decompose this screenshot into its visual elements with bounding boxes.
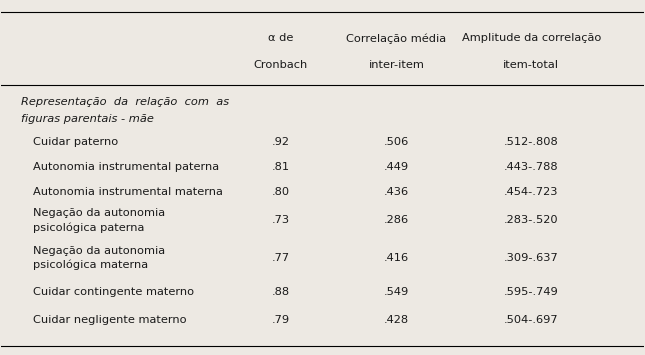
Text: .416: .416 xyxy=(384,253,409,263)
Text: .506: .506 xyxy=(384,137,409,147)
Text: .595-.749: .595-.749 xyxy=(504,287,559,297)
Text: .449: .449 xyxy=(384,162,409,172)
Text: .88: .88 xyxy=(272,287,290,297)
Text: .77: .77 xyxy=(272,253,290,263)
Text: psicológica materna: psicológica materna xyxy=(34,260,148,270)
Text: .512-.808: .512-.808 xyxy=(504,137,559,147)
Text: Amplitude da correlação: Amplitude da correlação xyxy=(462,33,601,43)
Text: .309-.637: .309-.637 xyxy=(504,253,559,263)
Text: psicológica paterna: psicológica paterna xyxy=(34,222,145,233)
Text: Cronbach: Cronbach xyxy=(253,60,308,70)
Text: .549: .549 xyxy=(384,287,409,297)
Text: Cuidar paterno: Cuidar paterno xyxy=(34,137,119,147)
Text: .443-.788: .443-.788 xyxy=(504,162,559,172)
Text: Correlação média: Correlação média xyxy=(346,33,446,44)
Text: Negação da autonomia: Negação da autonomia xyxy=(34,208,166,218)
Text: .283-.520: .283-.520 xyxy=(504,215,559,225)
Text: .428: .428 xyxy=(384,315,409,325)
Text: inter-item: inter-item xyxy=(368,60,424,70)
Text: Autonomia instrumental paterna: Autonomia instrumental paterna xyxy=(34,162,220,172)
Text: .80: .80 xyxy=(272,187,290,197)
Text: .73: .73 xyxy=(272,215,290,225)
Text: .81: .81 xyxy=(272,162,290,172)
Text: figuras parentais - mãe: figuras parentais - mãe xyxy=(21,114,154,124)
Text: Negação da autonomia: Negação da autonomia xyxy=(34,246,166,256)
Text: Autonomia instrumental materna: Autonomia instrumental materna xyxy=(34,187,223,197)
Text: α de: α de xyxy=(268,33,293,43)
Text: .79: .79 xyxy=(272,315,290,325)
Text: .286: .286 xyxy=(384,215,409,225)
Text: .436: .436 xyxy=(384,187,409,197)
Text: .454-.723: .454-.723 xyxy=(504,187,559,197)
Text: .504-.697: .504-.697 xyxy=(504,315,559,325)
Text: .92: .92 xyxy=(272,137,290,147)
Text: Cuidar negligente materno: Cuidar negligente materno xyxy=(34,315,187,325)
Text: Representação  da  relação  com  as: Representação da relação com as xyxy=(21,97,229,107)
Text: item-total: item-total xyxy=(503,60,559,70)
Text: Cuidar contingente materno: Cuidar contingente materno xyxy=(34,287,195,297)
